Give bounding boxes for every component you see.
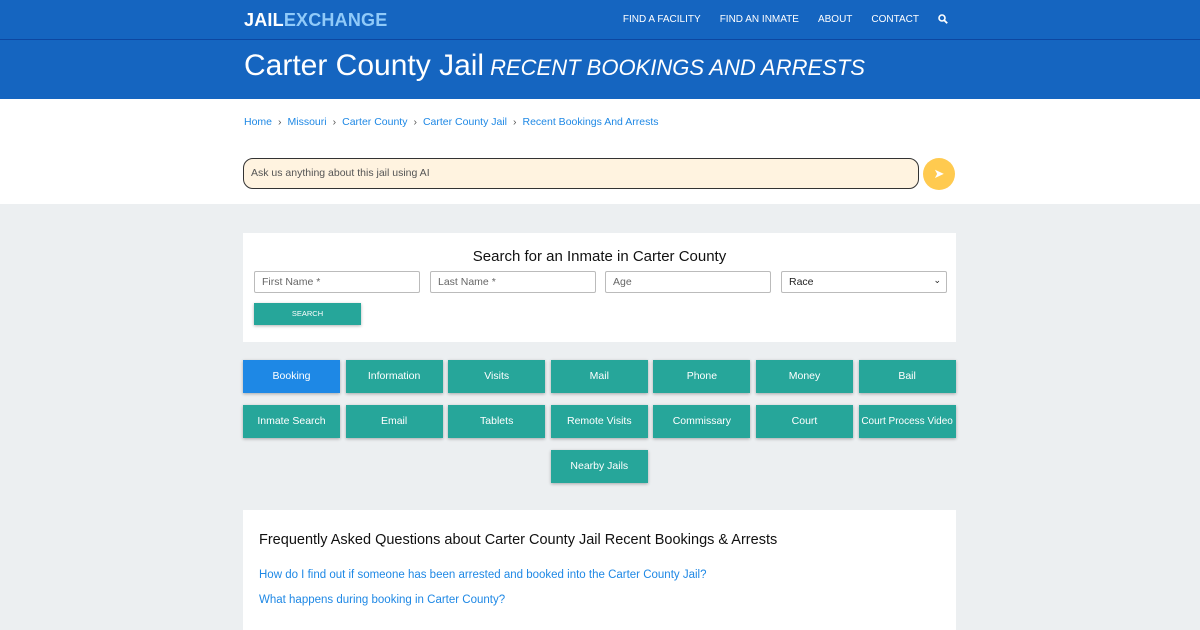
chevron-right-icon: › [513, 116, 517, 128]
breadcrumb-county[interactable]: Carter County [342, 116, 408, 128]
page-title: Carter County Jail RECENT BOOKINGS AND AR… [244, 49, 865, 83]
top-nav-bar: JAILEXCHANGE FIND A FACILITY FIND AN INM… [0, 0, 1200, 40]
page-subtitle: RECENT BOOKINGS AND ARRESTS [490, 55, 865, 80]
logo-text: JAIL [244, 10, 284, 30]
nav-button-email[interactable]: Email [345, 405, 443, 438]
search-button[interactable]: SEARCH [254, 303, 361, 325]
breadcrumb: Home › Missouri › Carter County › Carter Co… [244, 116, 659, 128]
breadcrumb-jail[interactable]: Carter County Jail [422, 116, 507, 128]
logo[interactable]: JAILEXCHANGE [244, 10, 387, 31]
faq-section: Frequently Asked Questions about Carter … [243, 510, 956, 630]
faq-heading: Frequently Asked Questions about Carter … [259, 532, 778, 548]
breadcrumb-current[interactable]: Recent Bookings And Arrests [522, 116, 659, 128]
chevron-down-icon: ⌄ [933, 275, 941, 285]
race-select[interactable]: Race ⌄ [781, 271, 947, 293]
chevron-right-icon: › [332, 116, 337, 128]
faq-link[interactable]: How do I find out if someone has been ar… [259, 569, 707, 581]
last-name-input[interactable]: Last Name * [430, 271, 596, 293]
chevron-right-icon: › [278, 116, 282, 128]
breadcrumb-state[interactable]: Missouri [287, 116, 327, 128]
nav-button-tablets[interactable]: Tablets [448, 405, 546, 438]
send-button[interactable]: ➤ [923, 158, 955, 190]
nav-button-nearby-jails[interactable]: Nearby Jails [550, 450, 648, 483]
chevron-right-icon: › [413, 116, 417, 128]
race-select-value: Race [789, 276, 814, 288]
inmate-search-card: Search for an Inmate in Carter County Fi… [243, 233, 956, 342]
nav-contact[interactable]: CONTACT [871, 14, 919, 25]
nav-button-mail[interactable]: Mail [550, 360, 648, 393]
main-nav: FIND A FACILITY FIND AN INMATE ABOUT CON… [623, 14, 948, 27]
search-heading: Search for an Inmate in Carter County [472, 248, 727, 265]
nav-button-money[interactable]: Money [756, 360, 853, 393]
title-band: Carter County Jail RECENT BOOKINGS AND AR… [0, 40, 1200, 99]
nav-find-facility[interactable]: FIND A FACILITY [622, 14, 701, 25]
page-title-main: Carter County Jail [244, 49, 485, 82]
faq-link[interactable]: What happens during booking in Carter Co… [259, 594, 506, 606]
nav-button-court[interactable]: Court [756, 405, 853, 438]
nav-button-bail[interactable]: Bail [858, 360, 956, 393]
first-name-input[interactable]: First Name * [254, 271, 420, 293]
nav-find-inmate[interactable]: FIND AN INMATE [719, 14, 799, 25]
nav-about[interactable]: ABOUT [817, 14, 853, 25]
nav-button-booking[interactable]: Booking [243, 360, 340, 393]
nav-button-information[interactable]: Information [345, 360, 443, 393]
nav-button-commissary[interactable]: Commissary [653, 405, 751, 438]
breadcrumb-section: Home › Missouri › Carter County › Carter Co… [0, 99, 1200, 204]
nav-button-visits[interactable]: Visits [448, 360, 546, 393]
paper-plane-icon: ➤ [933, 166, 945, 181]
logo-text-accent: EXCHANGE [283, 10, 388, 30]
nav-button-court-process-video[interactable]: Court Process Video [858, 405, 956, 438]
breadcrumb-home[interactable]: Home [244, 116, 273, 128]
nav-button-inmate-search[interactable]: Inmate Search [243, 405, 340, 438]
nav-button-remote-visits[interactable]: Remote Visits [550, 405, 648, 438]
search-icon[interactable] [938, 14, 948, 27]
age-input[interactable]: Age [605, 271, 771, 293]
ai-question-input[interactable]: Ask us anything about this jail using AI [243, 158, 919, 189]
nav-button-phone[interactable]: Phone [653, 360, 751, 393]
